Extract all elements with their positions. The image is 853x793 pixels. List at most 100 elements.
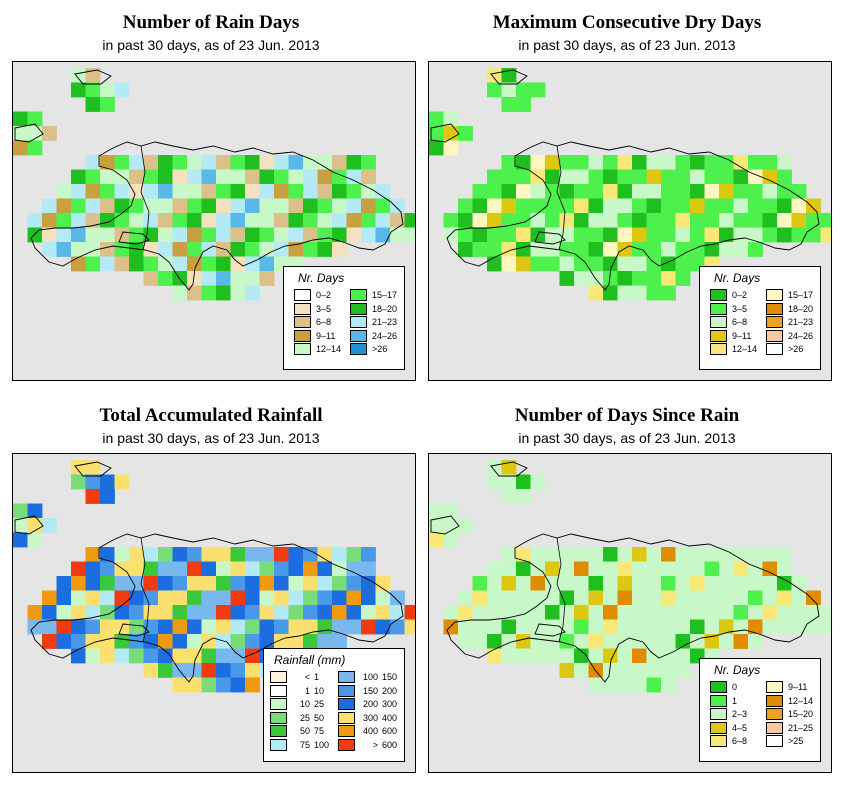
grid-cell [361,605,376,620]
grid-cell [719,634,734,649]
legend-swatch [766,329,783,342]
grid-cell [245,547,260,562]
grid-cell [704,155,720,170]
grid-cell [259,198,275,214]
grid-cell [806,590,821,606]
grid-cell [603,242,618,257]
grid-cell [646,634,662,649]
grid-cell [501,213,517,228]
grid-cell [274,619,289,635]
grid-cell [172,227,188,243]
grid-cell [704,227,720,243]
grid-cell [690,227,705,243]
legend-range-high: 300 [382,699,398,709]
grid-cell [85,227,101,243]
grid-cell [56,242,72,257]
grid-cell [274,227,289,243]
grid-cell [559,184,575,199]
grid-cell [661,184,676,199]
grid-cell [56,590,72,606]
grid-cell [375,213,391,228]
grid-cell [603,663,618,678]
legend-range-high: 50 [314,712,325,723]
grid-cell [259,605,275,620]
grid-cell [675,227,691,243]
grid-cell [143,155,159,170]
grid-cell [71,474,86,490]
grid-cell [733,547,749,562]
grid-cell [487,198,502,214]
grid-cell [704,242,720,257]
grid-cell [201,285,217,301]
legend-swatch [294,289,311,301]
grid-cell [216,619,231,635]
coast-outline [118,231,150,245]
grid-cell [259,155,275,170]
grid-cell [230,169,246,185]
legend-swatch [270,671,287,683]
legend-range-high: 25 [314,699,325,709]
grid-cell [216,605,231,620]
grid-cell [690,169,705,185]
grid-cell [201,227,217,243]
grid-cell [216,547,231,562]
coast-outline [490,69,528,85]
grid-cell [661,285,676,301]
grid-cell [230,155,246,170]
grid-cell [129,227,144,243]
grid-cell [114,547,130,562]
grid-cell [13,126,28,141]
grid-cell [172,677,188,693]
grid-cell [762,561,778,577]
grid-cell [71,460,86,475]
grid-cell [545,227,560,243]
legend-range-low: 50 [299,726,310,736]
grid-cell [458,590,473,606]
grid-cell [574,605,589,620]
grid-cell [172,242,188,257]
grid-cell [317,576,333,591]
grid-cell [472,576,488,591]
grid-cell [230,677,246,693]
grid-cell [201,634,217,649]
grid-cell [458,213,473,228]
grid-cell [158,605,173,620]
grid-cell [216,271,231,286]
grid-cell [661,227,676,243]
grid-cells [429,460,831,693]
legend-label: 21–23 [788,317,814,327]
legend-swatch [350,316,367,328]
grid-cell [172,184,188,199]
island-outline [446,141,820,291]
grid-cell [100,227,115,243]
grid-cell [71,184,86,199]
grid-cell [574,561,589,577]
grid-cell [516,474,531,490]
grid-cell [487,634,502,649]
grid-cell [216,169,231,185]
grid-cell [574,155,589,170]
grid-cell [748,198,763,214]
coast-outline [430,123,460,143]
coast-outline [490,461,528,477]
grid-cell [390,590,405,606]
grid-cell [158,547,173,562]
legend-swatch [766,694,783,707]
grid-cell [487,576,502,591]
grid-cell [332,155,347,170]
grid-cell [632,547,647,562]
grid-cell [632,677,647,693]
legend-title: Rainfall (mm) [274,653,346,667]
grid-cell [201,213,217,228]
grid-cell [361,213,376,228]
grid-cell [56,605,72,620]
grid-cell [559,561,575,577]
grid-cell [501,605,517,620]
grid-cell [472,634,488,649]
grid-cell [71,242,86,257]
grid-cell [762,198,778,214]
legend-swatch [766,721,783,734]
grid-cell [559,213,575,228]
grid-cell [617,590,633,606]
grid-cell [158,242,173,257]
